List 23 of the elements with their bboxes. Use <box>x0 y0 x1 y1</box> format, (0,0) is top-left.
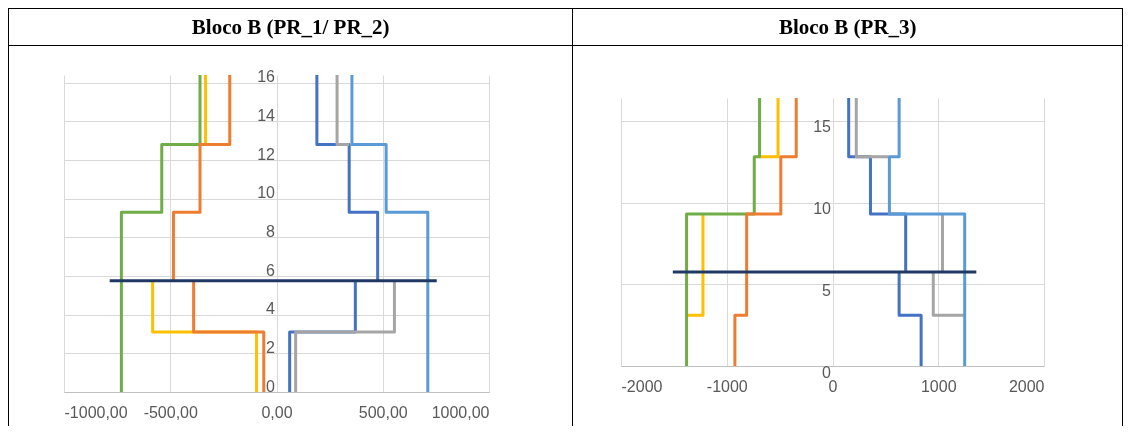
x-tick-label: -1000 <box>707 377 749 395</box>
y-tick-label: 10 <box>813 200 832 218</box>
x-tick-label: 1000 <box>921 377 958 395</box>
y-tick-label: 14 <box>257 106 276 124</box>
y-tick-label: 12 <box>257 145 276 163</box>
y-tick-label: 6 <box>266 261 276 279</box>
y-tick-label: 15 <box>813 118 832 136</box>
y-tick-label: 2 <box>266 338 276 356</box>
chart-title: Bloco B (PR_1/ PR_2) <box>8 8 573 46</box>
y-tick-label: 0 <box>822 363 832 381</box>
x-tick-label: 0,00 <box>261 403 293 421</box>
y-tick-label: 16 <box>257 68 276 86</box>
x-tick-label: 2000 <box>1009 377 1046 395</box>
y-tick-label: 4 <box>266 300 276 318</box>
x-tick-label: -500,00 <box>143 403 198 421</box>
x-tick-label: -1000,00 <box>64 403 128 421</box>
y-tick-label: 8 <box>266 222 276 240</box>
y-tick-label: 10 <box>257 184 276 202</box>
y-tick-label: 5 <box>822 281 832 299</box>
x-tick-label: 500,00 <box>358 403 408 421</box>
x-tick-label: -2000 <box>621 377 663 395</box>
x-tick-label: 1000,00 <box>431 403 490 421</box>
chart-title: Bloco B (PR_3) <box>572 8 1123 46</box>
